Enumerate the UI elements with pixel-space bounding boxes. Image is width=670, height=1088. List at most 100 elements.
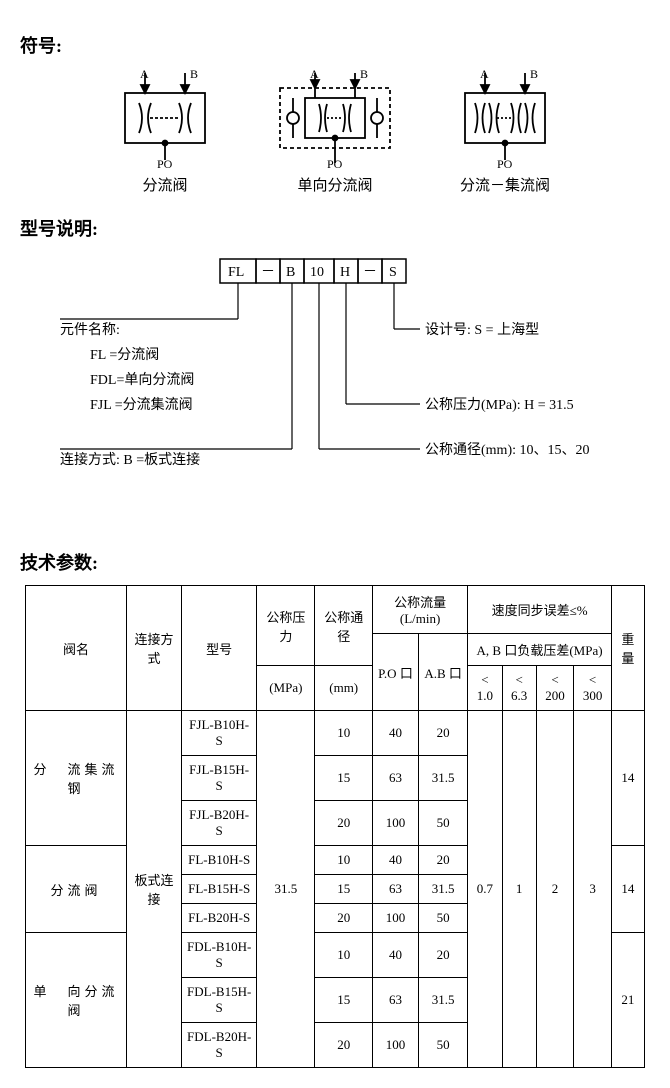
- model-cell-1: －: [261, 265, 275, 280]
- th-sync: 速度同步误差≤%: [468, 586, 612, 634]
- th-pressure-unit: (MPa): [257, 666, 315, 711]
- model-diagram-svg: FL － B 10 H － S: [20, 249, 650, 529]
- model-cell: FL-B20H-S: [182, 904, 257, 933]
- th-diameter: 公称通径: [315, 586, 373, 666]
- symbols-row: A B PO 分流阀: [20, 68, 650, 195]
- table-row: 分 流集流钢板式连接FJL-B10H-S31.51040200.712314: [26, 711, 645, 756]
- port-a-label: A: [140, 68, 149, 81]
- model-fjl: FJL =分流集流阀: [90, 396, 193, 413]
- model-cell-4: H: [340, 265, 350, 280]
- valve-name-cell: 分 流集流钢: [26, 711, 127, 846]
- params-heading: 技术参数:: [20, 549, 650, 575]
- th-pressure: 公称压力: [257, 586, 315, 666]
- po-cell: 40: [372, 846, 418, 875]
- valve-name-cell: 分流阀: [26, 846, 127, 933]
- model-cell: FJL-B15H-S: [182, 756, 257, 801]
- symbol-3-label: 分流－集流阀: [460, 174, 550, 195]
- model-fl: FL =分流阀: [90, 347, 159, 363]
- model-cell: FDL-B20H-S: [182, 1023, 257, 1068]
- port-po-label: PO: [157, 157, 173, 168]
- valve-name-cell: 单 向分流阀: [26, 933, 127, 1068]
- svg-text:PO: PO: [497, 157, 513, 168]
- ab-cell: 31.5: [419, 978, 468, 1023]
- ab-cell: 50: [419, 1023, 468, 1068]
- model-cell-6: S: [389, 265, 397, 280]
- th-valve-name: 阀名: [26, 586, 127, 711]
- th-weight: 重量: [611, 586, 644, 711]
- model-cell: FL-B10H-S: [182, 846, 257, 875]
- sync-cell-2: 2: [536, 711, 574, 1068]
- po-cell: 100: [372, 1023, 418, 1068]
- sync-cell-0: 0.7: [468, 711, 502, 1068]
- svg-text:A: A: [310, 68, 319, 81]
- symbols-heading: 符号:: [20, 32, 650, 58]
- svg-text:PO: PO: [327, 157, 343, 168]
- po-cell: 100: [372, 801, 418, 846]
- po-cell: 63: [372, 756, 418, 801]
- dia-cell: 15: [315, 756, 373, 801]
- po-cell: 100: [372, 904, 418, 933]
- model-component-label: 元件名称:: [60, 322, 120, 338]
- pressure-cell: 31.5: [257, 711, 315, 1068]
- model-pressure: 公称压力(MPa): H = 31.5: [425, 397, 574, 413]
- model-cell: FL-B15H-S: [182, 875, 257, 904]
- th-diameter-unit: (mm): [315, 666, 373, 711]
- dia-cell: 10: [315, 846, 373, 875]
- th-sync-c1: < 1.0: [468, 666, 502, 711]
- model-diameter: 公称通径(mm): 10、15、20: [425, 442, 590, 458]
- symbol-1-svg: A B PO: [105, 68, 225, 168]
- symbol-1-label: 分流阀: [142, 174, 187, 195]
- sync-cell-3: 3: [574, 711, 612, 1068]
- th-sync-c2: < 6.3: [502, 666, 536, 711]
- dia-cell: 20: [315, 1023, 373, 1068]
- po-cell: 63: [372, 875, 418, 904]
- th-sync-c4: < 300: [574, 666, 612, 711]
- po-cell: 40: [372, 711, 418, 756]
- weight-cell: 14: [611, 711, 644, 846]
- th-sync-c3: < 200: [536, 666, 574, 711]
- dia-cell: 20: [315, 801, 373, 846]
- po-cell: 40: [372, 933, 418, 978]
- model-cell: FJL-B20H-S: [182, 801, 257, 846]
- model-design: 设计号: S = 上海型: [425, 322, 539, 338]
- dia-cell: 10: [315, 711, 373, 756]
- model-cell-5: －: [363, 265, 377, 280]
- dia-cell: 15: [315, 875, 373, 904]
- th-sync-sub: A, B 口负载压差(MPa): [468, 634, 612, 666]
- symbol-2-svg: A B PO: [265, 68, 405, 168]
- model-cell: FDL-B15H-S: [182, 978, 257, 1023]
- svg-text:B: B: [530, 68, 538, 81]
- symbol-2-label: 单向分流阀: [297, 174, 372, 195]
- dia-cell: 10: [315, 933, 373, 978]
- dia-cell: 15: [315, 978, 373, 1023]
- ab-cell: 20: [419, 846, 468, 875]
- model-cell-3: 10: [310, 265, 324, 280]
- port-b-label: B: [190, 68, 198, 81]
- weight-cell: 21: [611, 933, 644, 1068]
- ab-cell: 31.5: [419, 875, 468, 904]
- weight-cell: 14: [611, 846, 644, 933]
- th-flow-po: P.O 口: [372, 634, 418, 711]
- symbol-1: A B PO 分流阀: [105, 68, 225, 195]
- model-explanation: FL － B 10 H － S: [20, 249, 650, 529]
- svg-text:A: A: [480, 68, 489, 81]
- svg-text:B: B: [360, 68, 368, 81]
- th-conn-type: 连接方式: [126, 586, 181, 711]
- model-heading: 型号说明:: [20, 215, 650, 241]
- model-cell-0: FL: [228, 265, 244, 280]
- model-cell-2: B: [286, 265, 295, 280]
- th-model: 型号: [182, 586, 257, 711]
- dia-cell: 20: [315, 904, 373, 933]
- po-cell: 63: [372, 978, 418, 1023]
- model-fdl: FDL=单向分流阀: [90, 372, 194, 388]
- symbol-3: A B PO 分流－集流阀: [445, 68, 565, 195]
- conn-cell: 板式连接: [126, 711, 181, 1068]
- th-flow: 公称流量(L/min): [372, 586, 467, 634]
- sync-cell-1: 1: [502, 711, 536, 1068]
- ab-cell: 50: [419, 904, 468, 933]
- symbol-2: A B PO 单向分流阀: [265, 68, 405, 195]
- th-flow-ab: A.B 口: [419, 634, 468, 711]
- params-table: 阀名 连接方式 型号 公称压力 公称通径 公称流量(L/min) 速度同步误差≤…: [25, 585, 645, 1068]
- ab-cell: 20: [419, 711, 468, 756]
- model-cell: FDL-B10H-S: [182, 933, 257, 978]
